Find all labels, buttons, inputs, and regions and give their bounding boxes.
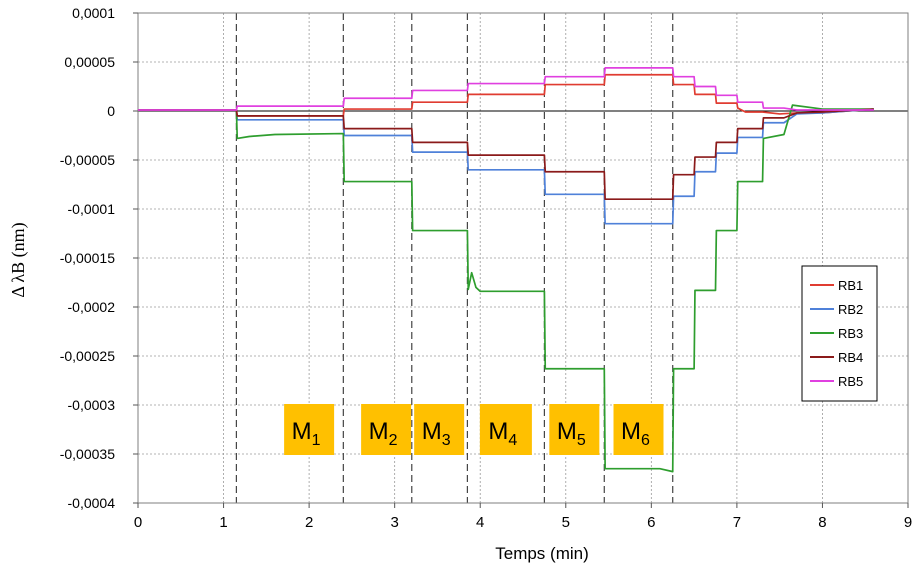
x-tick-label: 5 bbox=[562, 514, 570, 531]
x-tick-label: 1 bbox=[219, 514, 227, 531]
legend-label: RB5 bbox=[838, 374, 863, 389]
x-tick-label: 7 bbox=[733, 514, 741, 531]
legend-label: RB2 bbox=[838, 302, 863, 317]
phase-label-text: M2 bbox=[369, 418, 398, 449]
y-tick-label: -0,0003 bbox=[68, 397, 116, 413]
y-tick-label: 0 bbox=[107, 103, 115, 119]
x-axis-label: Temps (min) bbox=[495, 544, 589, 563]
x-tick-label: 2 bbox=[305, 514, 313, 531]
phase-label-text: M1 bbox=[292, 418, 321, 449]
phase-label-m6: M6 bbox=[613, 404, 664, 455]
x-tick-label: 0 bbox=[134, 514, 142, 531]
y-tick-label: 0,0001 bbox=[72, 5, 115, 21]
legend-label: RB1 bbox=[838, 278, 863, 293]
legend-item-rb4: RB4 bbox=[810, 350, 863, 365]
legend-item-rb2: RB2 bbox=[810, 302, 863, 317]
series-line-rb5 bbox=[138, 67, 874, 111]
y-tick-label: -0,0001 bbox=[68, 201, 116, 217]
phase-labels: M1 M2 M3 M4 M5 M6 bbox=[284, 404, 664, 455]
legend-label: RB4 bbox=[838, 350, 863, 365]
phase-label-text: M4 bbox=[488, 418, 517, 449]
y-tick-label: 0,00005 bbox=[64, 54, 115, 70]
x-axis-ticks: 0 1 2 3 4 5 6 7 8 9 bbox=[134, 503, 912, 531]
legend-label: RB3 bbox=[838, 326, 863, 341]
series-line-rb3 bbox=[138, 104, 874, 473]
phase-label-m4: M4 bbox=[479, 404, 532, 455]
phase-label-box bbox=[613, 404, 664, 455]
phase-label-m1: M1 bbox=[284, 404, 335, 455]
y-axis-label: Δ λB (nm) bbox=[8, 222, 29, 297]
y-tick-label: -0,0004 bbox=[68, 495, 116, 511]
phase-label-m2: M2 bbox=[361, 404, 412, 455]
phase-label-box bbox=[284, 404, 335, 455]
y-tick-label: -0,00005 bbox=[60, 152, 115, 168]
x-tick-label: 3 bbox=[390, 514, 398, 531]
phase-label-box bbox=[361, 404, 412, 455]
legend-item-rb3: RB3 bbox=[810, 326, 863, 341]
phase-label-text: M3 bbox=[422, 418, 451, 449]
phase-label-text: M5 bbox=[557, 418, 586, 449]
phase-label-box bbox=[414, 404, 465, 455]
x-tick-label: 6 bbox=[647, 514, 655, 531]
y-tick-label: -0,00025 bbox=[60, 348, 115, 364]
x-tick-label: 9 bbox=[904, 514, 912, 531]
legend: RB1 RB2 RB3 RB4 RB5 bbox=[801, 265, 878, 402]
phase-label-box bbox=[479, 404, 532, 455]
x-tick-label: 4 bbox=[476, 514, 484, 531]
legend-item-rb1: RB1 bbox=[810, 278, 863, 293]
series-line-rb4 bbox=[138, 108, 874, 201]
legend-item-rb5: RB5 bbox=[810, 374, 863, 389]
y-tick-label: -0,0002 bbox=[68, 299, 116, 315]
phase-label-m3: M3 bbox=[414, 404, 465, 455]
phase-label-m5: M5 bbox=[549, 404, 600, 455]
x-tick-label: 8 bbox=[818, 514, 826, 531]
phase-label-box bbox=[549, 404, 600, 455]
y-axis-ticks: 0,0001 0,00005 0 -0,00005 -0,0001 -0,00015 -0,… bbox=[60, 5, 138, 511]
y-tick-label: -0,00035 bbox=[60, 446, 115, 462]
phase-label-text: M6 bbox=[621, 418, 650, 449]
series-group bbox=[138, 67, 874, 473]
y-tick-label: -0,00015 bbox=[60, 250, 115, 266]
